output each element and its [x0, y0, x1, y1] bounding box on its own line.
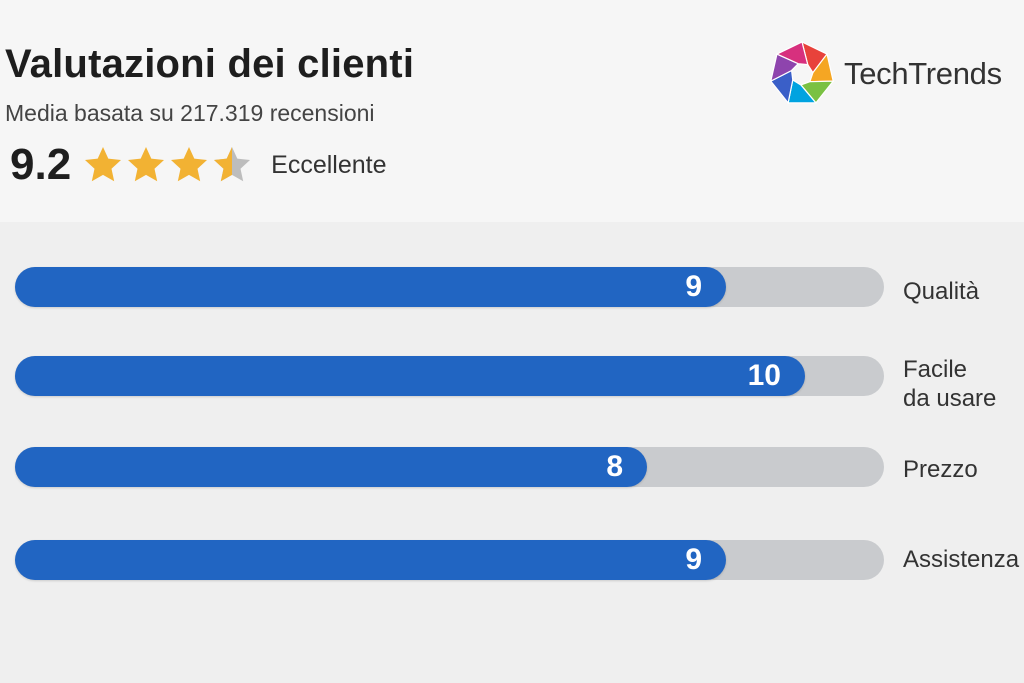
bar-value-label: 8 — [606, 450, 623, 483]
score-label: Eccellente — [271, 150, 387, 179]
bar: 8 — [15, 447, 647, 487]
bar-track: 9 — [15, 540, 884, 580]
aperture-logo-icon — [769, 40, 835, 105]
bar-row: 10 Facile da usare — [0, 222, 1024, 412]
star-icon — [171, 147, 208, 182]
bar-value-label: 9 — [685, 270, 702, 303]
bar-category-label-line: Prezzo — [903, 456, 978, 483]
bar-category-label-line: Assistenza — [903, 546, 1020, 573]
bar-row: 9 Qualità — [0, 222, 1024, 307]
subtitle: Media basata su 217.319 recensioni — [5, 100, 375, 126]
bar: 9 — [15, 267, 726, 307]
bar-chart: 9 Qualità 10 Facile da usare 8 Prezzo 9 Assisten… — [0, 222, 1024, 683]
bar-row: 8 Prezzo — [0, 222, 1024, 487]
star-icon — [85, 147, 122, 182]
bar-value-label: 9 — [685, 543, 702, 576]
average-score: 9.2 — [10, 140, 72, 189]
bar-category-label: Assistenza — [903, 545, 1023, 574]
bar-category-label: Qualità — [903, 277, 1023, 306]
logo-text: TechTrends — [844, 56, 1002, 91]
bar-category-label-line: Qualità — [903, 278, 980, 305]
page-title: Valutazioni dei clienti — [5, 42, 415, 86]
bar-category-label: Facile da usare — [903, 355, 1023, 413]
bar-track: 10 — [15, 356, 884, 396]
logo: TechTrends — [768, 38, 1002, 110]
star-rating — [83, 145, 255, 185]
header: Valutazioni dei clienti Media basata su … — [0, 0, 1024, 222]
bar-category-label-line: da usare — [903, 385, 997, 412]
half-star-icon — [214, 147, 251, 182]
bar: 9 — [15, 540, 726, 580]
bar-category-label-line: Facile — [903, 356, 968, 383]
logo-blade — [775, 41, 809, 66]
star-icon — [128, 147, 165, 182]
bar-track: 9 — [15, 267, 884, 307]
bar-track: 8 — [15, 447, 884, 487]
score-row: 9.2 Eccellente — [10, 140, 387, 190]
bar-row: 9 Assistenza — [0, 222, 1024, 580]
bar-category-label: Prezzo — [903, 455, 1023, 484]
bar-value-label: 10 — [747, 359, 781, 392]
bar: 10 — [15, 356, 805, 396]
